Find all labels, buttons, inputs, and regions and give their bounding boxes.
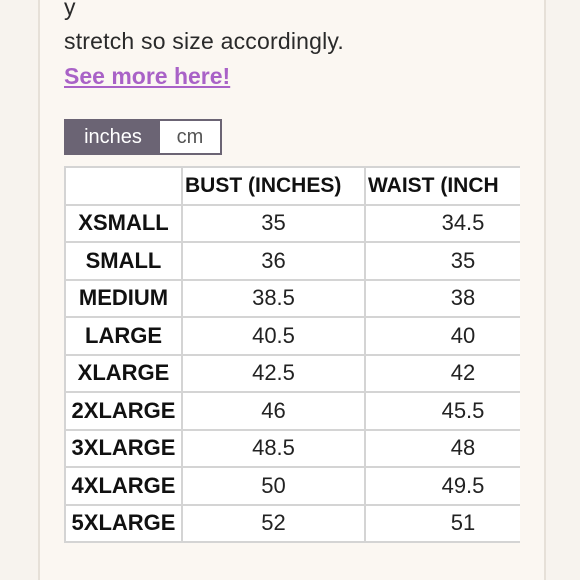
size-rows: XSMALL 35 34.5 SMALL 36 35 MEDIUM 38.5 38 LARGE 40… [64, 203, 520, 543]
size-chart-table: BUST (INCHES) WAIST (INCH XSMALL 35 34.5 SM… [64, 166, 520, 543]
waist-cell: 34.5 [364, 203, 520, 243]
size-chart-scroll-area[interactable]: BUST (INCHES) WAIST (INCH XSMALL 35 34.5 SM… [64, 166, 520, 562]
truncated-text-line: y [64, 0, 76, 20]
bust-cell: 48.5 [181, 428, 366, 468]
bust-cell: 46 [181, 391, 366, 431]
waist-cell: 35 [364, 241, 520, 281]
table-header-row: BUST (INCHES) WAIST (INCH [64, 166, 520, 206]
table-row: 2XLARGE 46 45.5 [64, 391, 520, 431]
unit-option-inches[interactable]: inches [66, 121, 160, 153]
bust-cell: 36 [181, 241, 366, 281]
waist-cell: 38 [364, 278, 520, 318]
size-cell: SMALL [64, 241, 183, 281]
size-cell: 5XLARGE [64, 503, 183, 543]
table-row: XSMALL 35 34.5 [64, 203, 520, 243]
sizing-note: stretch so size accordingly. [64, 28, 345, 54]
size-guide-panel: y stretch so size accordingly. See more … [38, 0, 546, 580]
table-row: 4XLARGE 50 49.5 [64, 466, 520, 506]
bust-cell: 38.5 [181, 278, 366, 318]
bust-cell: 50 [181, 466, 366, 506]
bust-cell: 52 [181, 503, 366, 543]
header-waist: WAIST (INCH [364, 166, 520, 206]
table-row: LARGE 40.5 40 [64, 316, 520, 356]
size-cell: MEDIUM [64, 278, 183, 318]
waist-cell: 45.5 [364, 391, 520, 431]
waist-cell: 51 [364, 503, 520, 543]
unit-toggle: inches cm [64, 119, 222, 155]
table-row: XLARGE 42.5 42 [64, 353, 520, 393]
waist-cell: 49.5 [364, 466, 520, 506]
size-cell: 3XLARGE [64, 428, 183, 468]
header-bust: BUST (INCHES) [181, 166, 366, 206]
waist-cell: 42 [364, 353, 520, 393]
bust-cell: 35 [181, 203, 366, 243]
unit-option-cm[interactable]: cm [160, 121, 220, 153]
table-row: 3XLARGE 48.5 48 [64, 428, 520, 468]
size-cell: LARGE [64, 316, 183, 356]
see-more-link[interactable]: See more here! [64, 63, 231, 89]
table-row: 5XLARGE 52 51 [64, 503, 520, 543]
waist-cell: 48 [364, 428, 520, 468]
bust-cell: 42.5 [181, 353, 366, 393]
size-cell: 4XLARGE [64, 466, 183, 506]
size-cell: XSMALL [64, 203, 183, 243]
waist-cell: 40 [364, 316, 520, 356]
size-cell: 2XLARGE [64, 391, 183, 431]
header-size [64, 166, 183, 206]
table-row: SMALL 36 35 [64, 241, 520, 281]
size-cell: XLARGE [64, 353, 183, 393]
table-row: MEDIUM 38.5 38 [64, 278, 520, 318]
bust-cell: 40.5 [181, 316, 366, 356]
